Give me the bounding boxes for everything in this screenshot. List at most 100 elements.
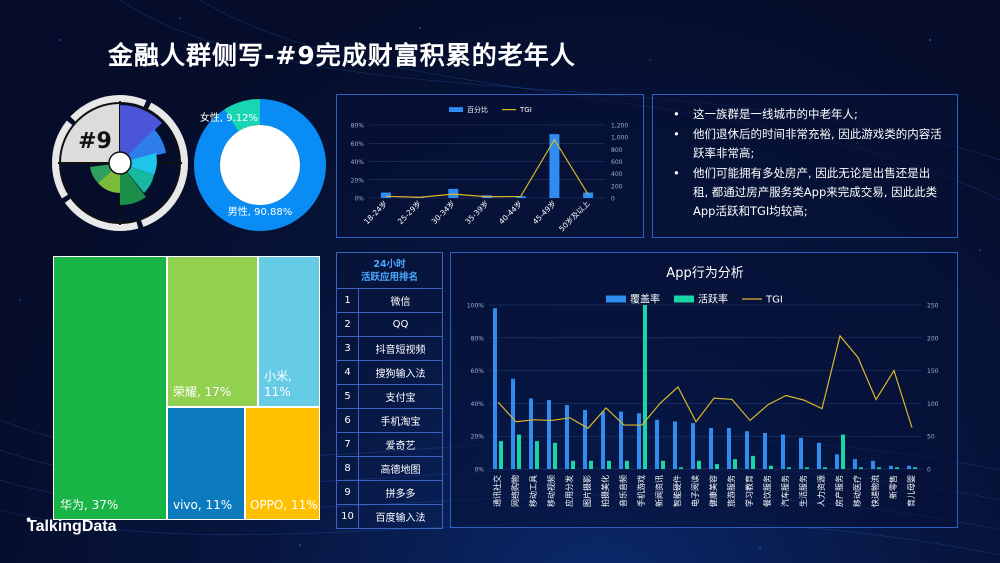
x-category-label: 生活服务: [798, 475, 808, 507]
bar-活跃率: [625, 460, 629, 469]
badge-quadrant: [60, 103, 120, 163]
x-category-label: 汽车服务: [780, 475, 790, 507]
bar-活跃率: [877, 467, 881, 469]
y-right-tick: 1,000: [611, 135, 628, 142]
outer-ring: [52, 95, 188, 231]
bar-活跃率: [913, 467, 917, 469]
legend-label: TGI: [765, 295, 783, 306]
insight-panel: 这一族群是一线城市的中老年人; 他们退休后的时间非常充裕, 因此游戏类的内容活跃…: [652, 94, 958, 238]
bar-覆盖率: [817, 442, 821, 469]
bar-活跃率: [571, 460, 575, 469]
bar-百分比: [583, 192, 594, 198]
x-category-label: 18-24岁: [361, 198, 389, 226]
app-behavior-panel: 0% 20% 40% 60% 80% 100% 0 50 100 150 200 250 通讯社交 网络购…: [450, 252, 958, 528]
legend-swatch: [606, 295, 626, 303]
bar-百分比: [448, 188, 459, 198]
table-row: 2 QQ: [336, 312, 443, 337]
male-slice: [193, 99, 326, 232]
bar-覆盖率: [781, 434, 785, 469]
bar-活跃率: [715, 464, 719, 469]
x-category-label: 40-44岁: [496, 198, 524, 226]
bar-覆盖率: [799, 437, 803, 469]
x-category-label: 房产服务: [834, 475, 844, 507]
page-title: 金融人群侧写-#9完成财富积累的老年人: [108, 41, 576, 70]
treemap-label: 华为, 37%: [60, 498, 119, 512]
bar-活跃率: [643, 305, 647, 469]
y-left-tick: 80%: [471, 335, 485, 342]
x-category-label: 应用分发: [564, 475, 574, 507]
x-category-label: 人力资源: [816, 475, 826, 507]
radial-slice: [120, 105, 162, 163]
rank-app: 爱奇艺: [358, 432, 443, 457]
bar-覆盖率: [619, 411, 623, 469]
bar-覆盖率: [727, 428, 731, 469]
female-label: 女性, 9.12%: [200, 111, 258, 124]
x-category-label: 45-49岁: [530, 198, 558, 226]
bar-覆盖率: [547, 400, 551, 469]
x-category-label: 新零售: [888, 475, 898, 499]
bar-覆盖率: [907, 465, 911, 469]
bar-覆盖率: [529, 398, 533, 469]
ranking-header: 24小时 活跃应用排名: [336, 252, 443, 289]
insight-item: 他们可能拥有多处房产, 因此无论是出售还是出租, 都通过房产服务类App来完成交…: [671, 164, 945, 221]
x-category-label: 智能硬件: [672, 475, 682, 507]
bar-活跃率: [895, 467, 899, 469]
line-TGI: [385, 138, 589, 198]
x-category-label: 网络购物: [510, 475, 520, 507]
treemap-label: vivo, 11%: [173, 498, 233, 512]
x-category-label: 移动医疗: [852, 475, 862, 507]
badge-number: #9: [78, 129, 112, 154]
bar-活跃率: [517, 434, 521, 469]
x-category-label: 新闻资讯: [654, 475, 664, 507]
bar-活跃率: [661, 460, 665, 469]
x-category-label: 通讯社交: [492, 475, 502, 507]
bar-百分比: [380, 192, 391, 198]
radial-slice: [120, 163, 146, 206]
age-chart: 0% 20% 40% 60% 80% 0 200 400 600 800 1,000 1,200 18-…: [351, 105, 629, 233]
y-left-tick: 0%: [474, 467, 484, 474]
bar-覆盖率: [691, 423, 695, 469]
bar-覆盖率: [637, 413, 641, 469]
table-row: 3 抖音短视频: [336, 336, 443, 361]
y-left-tick: 20%: [351, 177, 365, 184]
bar-覆盖率: [763, 432, 767, 469]
table-row: 8 高德地图: [336, 456, 443, 481]
y-left-tick: 40%: [351, 159, 365, 166]
legend-swatch: [674, 295, 694, 303]
radial-badge-chart: #9: [52, 95, 188, 231]
gender-donut-chart: 女性, 9.12% 男性, 90.88%: [193, 99, 326, 232]
bar-活跃率: [589, 460, 593, 469]
treemap-label: 小米, 11%: [264, 369, 292, 399]
bar-覆盖率: [511, 378, 515, 469]
table-row: 4 搜狗输入法: [336, 360, 443, 385]
legend-swatch: [449, 107, 463, 113]
logo-text: TalkingData: [27, 518, 117, 535]
rank-num: 8: [336, 456, 359, 481]
x-category-label: 50岁及以上: [557, 198, 592, 233]
bar-活跃率: [733, 459, 737, 469]
table-row: 7 爱奇艺: [336, 432, 443, 457]
bar-覆盖率: [853, 459, 857, 469]
y-right-tick: 0: [927, 467, 931, 474]
bar-活跃率: [859, 467, 863, 469]
rank-num: 9: [336, 480, 359, 505]
female-slice: [224, 99, 260, 132]
app-ranking-table: 24小时 活跃应用排名 1 微信 2 QQ 3 抖音短视频 4 搜狗输入法 5 支付宝 6…: [336, 252, 443, 529]
chart-title: App行为分析: [666, 266, 743, 281]
x-category-label: 25-29岁: [395, 198, 423, 226]
bar-覆盖率: [745, 431, 749, 469]
rank-num: 6: [336, 408, 359, 433]
ranking-header-line2: 活跃应用排名: [360, 271, 418, 283]
bar-活跃率: [787, 467, 791, 469]
y-right-tick: 200: [927, 335, 939, 342]
line-TGI: [497, 334, 913, 430]
bar-活跃率: [499, 441, 503, 469]
y-right-tick: 400: [611, 171, 623, 178]
bar-覆盖率: [565, 405, 569, 469]
bar-活跃率: [535, 441, 539, 469]
table-row: 10 百度输入法: [336, 504, 443, 529]
insight-item: 这一族群是一线城市的中老年人;: [671, 105, 945, 124]
x-category-label: 移动工具: [528, 475, 538, 507]
bar-活跃率: [607, 460, 611, 469]
bar-活跃率: [751, 455, 755, 469]
